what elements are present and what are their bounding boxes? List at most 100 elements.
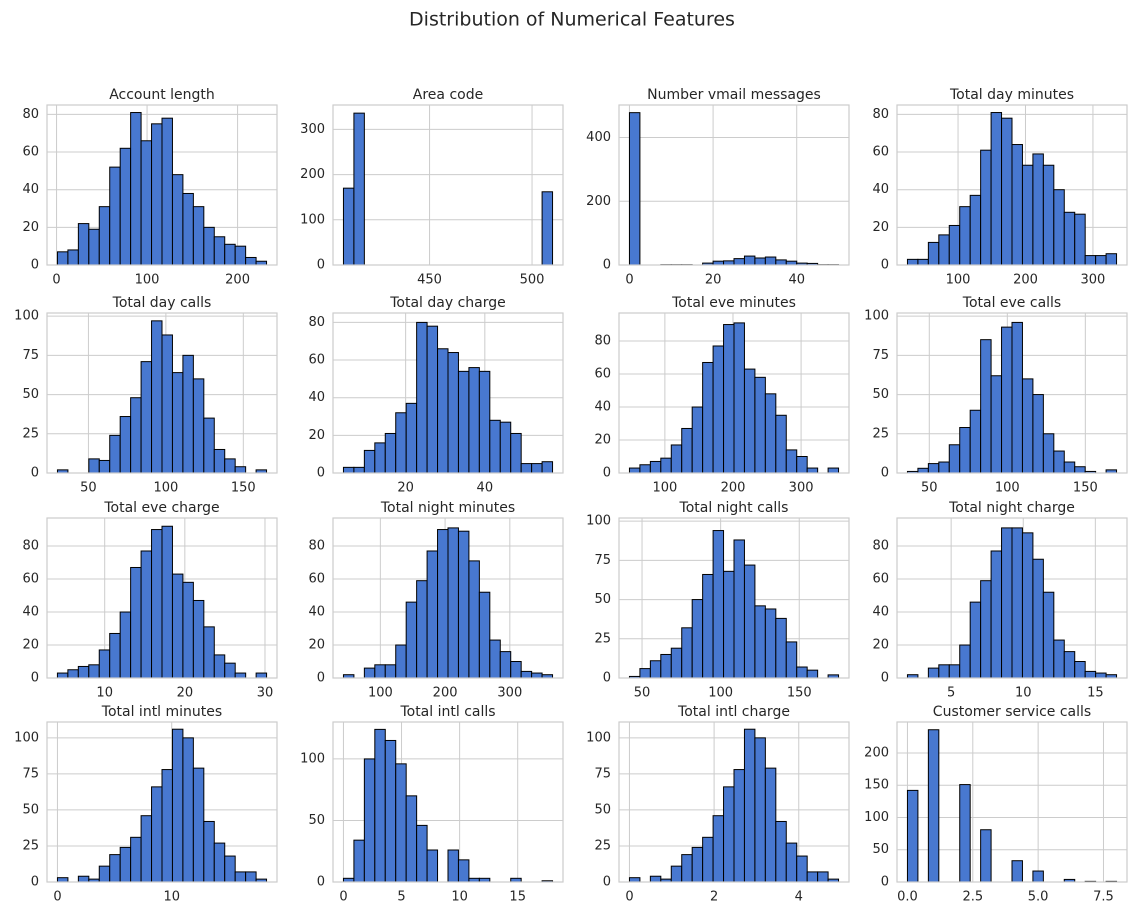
x-tick-label: 10 (451, 890, 468, 905)
y-tick-label: 80 (308, 539, 325, 554)
bar (948, 224, 961, 266)
y-tick-label: 20 (22, 220, 39, 235)
x-tick-label: 0.0 (897, 890, 918, 905)
bar (969, 194, 982, 266)
bar (541, 461, 554, 474)
x-tick-label: 150 (1073, 481, 1098, 496)
x-tick-label: 0 (625, 273, 633, 288)
bar (1032, 870, 1044, 883)
y-tick-label: 40 (308, 390, 325, 405)
x-tick-label: 200 (1013, 273, 1038, 288)
x-tick-label: 300 (1081, 273, 1106, 288)
bar (1021, 532, 1034, 679)
bar (161, 525, 173, 679)
bar (670, 865, 683, 883)
bar (224, 458, 236, 474)
y-tick-label: 50 (872, 387, 889, 402)
bar (743, 728, 756, 883)
bar (363, 667, 376, 679)
bar (255, 672, 268, 679)
bar (171, 573, 184, 679)
axes-frame (46, 721, 278, 883)
bar (1011, 860, 1023, 883)
bar (182, 581, 194, 679)
x-tick-label: 200 (721, 481, 746, 496)
y-tick-label: 40 (872, 605, 889, 620)
x-tick-label: 100 (135, 273, 160, 288)
bar (959, 784, 971, 883)
axes-frame (618, 312, 850, 474)
bar (384, 432, 397, 474)
y-tick-label: 75 (594, 553, 611, 568)
x-tick-label: 0 (625, 890, 633, 905)
bar (447, 352, 459, 474)
bar (520, 463, 533, 474)
bar (182, 737, 194, 883)
y-tick-label: 20 (22, 638, 39, 653)
bar (938, 461, 950, 474)
bar (681, 427, 693, 474)
bar (468, 367, 480, 474)
bar (213, 448, 226, 474)
bar (1063, 211, 1076, 266)
bar (151, 320, 163, 474)
y-tick-label: 100 (14, 730, 39, 745)
bar (374, 728, 386, 883)
bar (938, 664, 950, 679)
bar (969, 409, 982, 474)
axes-frame (46, 104, 278, 266)
bar (764, 608, 777, 679)
bar (224, 243, 236, 266)
x-tick-label: 300 (497, 686, 522, 701)
axes-frame (896, 517, 1128, 679)
x-tick-label: 150 (231, 481, 256, 496)
bar (109, 632, 121, 679)
y-tick-label: 60 (872, 145, 889, 160)
y-tick-label: 60 (22, 572, 39, 587)
subplot-title: Total night calls (679, 500, 789, 516)
y-tick-label: 200 (864, 745, 889, 760)
bar (927, 241, 940, 266)
x-tick-label: 150 (787, 686, 812, 701)
bar (775, 259, 787, 266)
bar (468, 560, 480, 679)
y-tick-label: 0 (317, 258, 325, 273)
bar (119, 147, 132, 266)
bar (353, 839, 365, 883)
bar (395, 412, 407, 474)
y-tick-label: 0 (603, 671, 611, 686)
bar (447, 849, 459, 883)
bar (1095, 255, 1107, 266)
x-tick-label: 40 (788, 273, 805, 288)
x-tick-label: 0 (339, 890, 347, 905)
bar (140, 361, 153, 474)
bar (437, 348, 449, 474)
x-tick-label: 200 (433, 686, 458, 701)
bar (649, 660, 662, 679)
axes-frame (896, 721, 1128, 883)
y-tick-label: 80 (594, 334, 611, 349)
bar (88, 664, 100, 679)
bar (161, 117, 173, 266)
bar (130, 836, 142, 883)
bar (56, 877, 69, 883)
bar (948, 664, 961, 679)
axes-frame (618, 104, 850, 266)
axes-frame (46, 517, 278, 679)
bar (796, 456, 808, 474)
bar (531, 463, 543, 474)
bar (649, 460, 662, 474)
bar (510, 432, 522, 474)
bar (702, 836, 714, 883)
y-tick-label: 100 (586, 514, 611, 529)
bar (151, 123, 163, 266)
y-tick-label: 0 (881, 671, 889, 686)
bar (754, 376, 766, 474)
bar (1042, 433, 1055, 474)
bar (109, 434, 121, 474)
subplot-title: Total intl minutes (101, 704, 222, 720)
y-tick-label: 20 (872, 638, 889, 653)
y-tick-label: 75 (22, 348, 39, 363)
bar (119, 416, 132, 474)
axes-frame (332, 517, 564, 679)
